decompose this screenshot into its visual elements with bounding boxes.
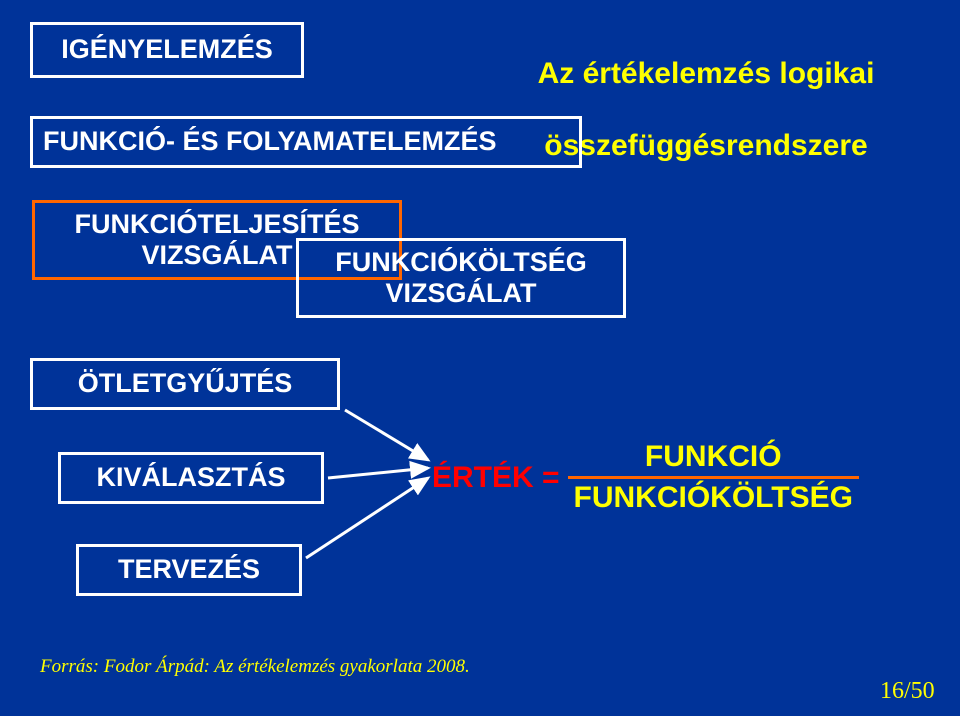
slide: Az értékelemzés logikai összefüggésrends… [0,0,960,716]
box-kivalasztas: KIVÁLASZTÁS [58,452,324,504]
box-otlet: ÖTLETGYŰJTÉS [30,358,340,410]
box-otlet-label: ÖTLETGYŰJTÉS [78,368,293,399]
box-tervezes: TERVEZÉS [76,544,302,596]
formula-fraction: FUNKCIÓ FUNKCIÓKÖLTSÉG [568,438,859,517]
box-funkciokoltseg: FUNKCIÓKÖLTSÉG VIZSGÁLAT [296,238,626,318]
source-citation: Forrás: Fodor Árpád: Az értékelemzés gya… [40,656,470,678]
box-kivalasztas-label: KIVÁLASZTÁS [97,462,286,493]
box-folyamat-label: FUNKCIÓ- ÉS FOLYAMATELEMZÉS [43,126,497,157]
formula-numerator: FUNKCIÓ [639,438,788,476]
box-folyamat: FUNKCIÓ- ÉS FOLYAMATELEMZÉS [30,116,582,168]
formula: ÉRTÉK = FUNKCIÓ FUNKCIÓKÖLTSÉG [432,438,859,517]
box-igenyelemzes: IGÉNYELEMZÉS [30,22,304,78]
title-line1: Az értékelemzés logikai [538,57,875,90]
box-funkciokoltseg-label: FUNKCIÓKÖLTSÉG VIZSGÁLAT [335,247,587,309]
box-tervezes-label: TERVEZÉS [118,554,260,585]
box-igenyelemzes-label: IGÉNYELEMZÉS [61,34,273,65]
page-number: 16/50 [880,678,935,705]
formula-denominator: FUNKCIÓKÖLTSÉG [568,479,859,517]
title-line2: összefüggésrendszere [544,129,867,162]
formula-lhs: ÉRTÉK = [432,461,560,495]
